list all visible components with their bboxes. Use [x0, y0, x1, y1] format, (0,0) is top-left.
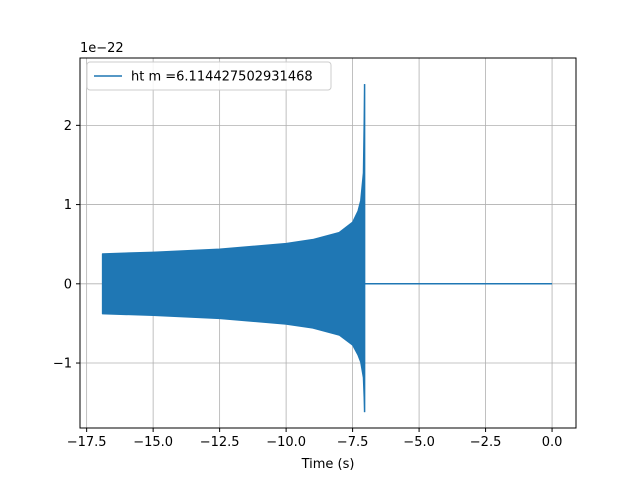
x-tick-label: −10.0	[266, 435, 306, 450]
legend-entry-label: ht m =6.114427502931468	[131, 70, 313, 85]
x-axis-label: Time (s)	[301, 457, 355, 472]
axes-frame	[79, 57, 577, 429]
y-tick-label: 0	[64, 277, 72, 292]
legend: ht m =6.114427502931468	[86, 61, 332, 91]
x-tick-label: −15.0	[133, 435, 173, 450]
x-tick-label: −12.5	[200, 435, 240, 450]
y-tick-label: 1	[64, 198, 72, 213]
x-tick-label: −17.5	[67, 435, 107, 450]
legend-frame	[86, 61, 332, 91]
x-tick-label: −5.0	[403, 435, 435, 450]
x-axis-ticks: −17.5 −15.0 −12.5 −10.0 −7.5 −5.0 −2.5 0.0	[67, 428, 563, 450]
x-tick-label: 0.0	[542, 435, 563, 450]
y-axis-ticks: −1 0 1 2	[53, 119, 80, 372]
y-offset-label: 1e−22	[80, 41, 124, 56]
x-tick-label: −2.5	[470, 435, 502, 450]
y-tick-label: −1	[53, 357, 72, 372]
y-tick-label: 2	[64, 119, 72, 134]
x-tick-label: −7.5	[337, 435, 369, 450]
series-layer	[101, 84, 553, 413]
